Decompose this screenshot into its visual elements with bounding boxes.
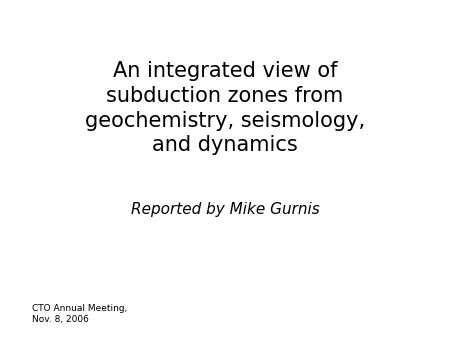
- Text: An integrated view of
subduction zones from
geochemistry, seismology,
and dynami: An integrated view of subduction zones f…: [85, 61, 365, 155]
- Text: CTO Annual Meeting,
Nov. 8, 2006: CTO Annual Meeting, Nov. 8, 2006: [32, 304, 127, 324]
- Text: Reported by Mike Gurnis: Reported by Mike Gurnis: [130, 202, 320, 217]
